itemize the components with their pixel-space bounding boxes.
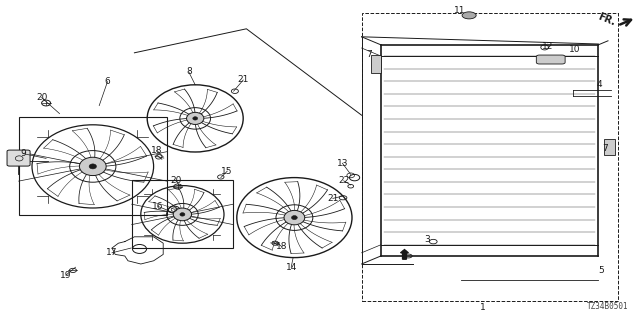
Text: 8: 8 xyxy=(186,68,191,76)
Text: 17: 17 xyxy=(106,248,118,257)
Text: 20: 20 xyxy=(170,176,182,185)
Text: 1: 1 xyxy=(481,303,486,312)
Text: TZ34B0501: TZ34B0501 xyxy=(587,302,628,311)
Ellipse shape xyxy=(79,157,106,176)
Text: 7: 7 xyxy=(602,144,607,153)
Ellipse shape xyxy=(292,216,298,220)
Ellipse shape xyxy=(173,208,191,221)
Ellipse shape xyxy=(193,117,198,120)
Text: 16: 16 xyxy=(152,202,164,211)
Text: 14: 14 xyxy=(285,263,297,272)
Text: 21: 21 xyxy=(237,76,249,84)
Text: 12: 12 xyxy=(541,42,553,51)
Ellipse shape xyxy=(89,164,97,169)
Bar xyxy=(19,117,167,215)
Text: 4: 4 xyxy=(597,80,602,89)
Text: 22: 22 xyxy=(338,176,349,185)
Text: 2: 2 xyxy=(402,250,407,259)
Ellipse shape xyxy=(180,213,185,216)
Bar xyxy=(362,13,618,301)
FancyArrow shape xyxy=(401,250,408,259)
Text: 5: 5 xyxy=(599,266,604,275)
Text: 13: 13 xyxy=(337,159,348,168)
FancyBboxPatch shape xyxy=(536,55,565,64)
Ellipse shape xyxy=(284,211,305,225)
Text: 15: 15 xyxy=(221,167,233,176)
Bar xyxy=(371,55,381,73)
Text: 10: 10 xyxy=(569,45,580,54)
Text: 18: 18 xyxy=(151,146,163,155)
Ellipse shape xyxy=(462,12,476,19)
Text: 3: 3 xyxy=(425,236,430,244)
FancyBboxPatch shape xyxy=(7,150,30,166)
Text: 20: 20 xyxy=(36,93,47,102)
Text: 11: 11 xyxy=(454,6,465,15)
Text: 19: 19 xyxy=(60,271,72,280)
Text: 9: 9 xyxy=(20,149,26,158)
Text: FR.: FR. xyxy=(596,12,616,28)
Ellipse shape xyxy=(187,112,204,124)
Bar xyxy=(132,180,233,248)
Text: 21: 21 xyxy=(327,194,339,203)
Text: 6: 6 xyxy=(105,77,110,86)
Bar xyxy=(604,139,615,155)
Text: 18: 18 xyxy=(276,242,287,251)
Text: 7: 7 xyxy=(367,50,372,59)
